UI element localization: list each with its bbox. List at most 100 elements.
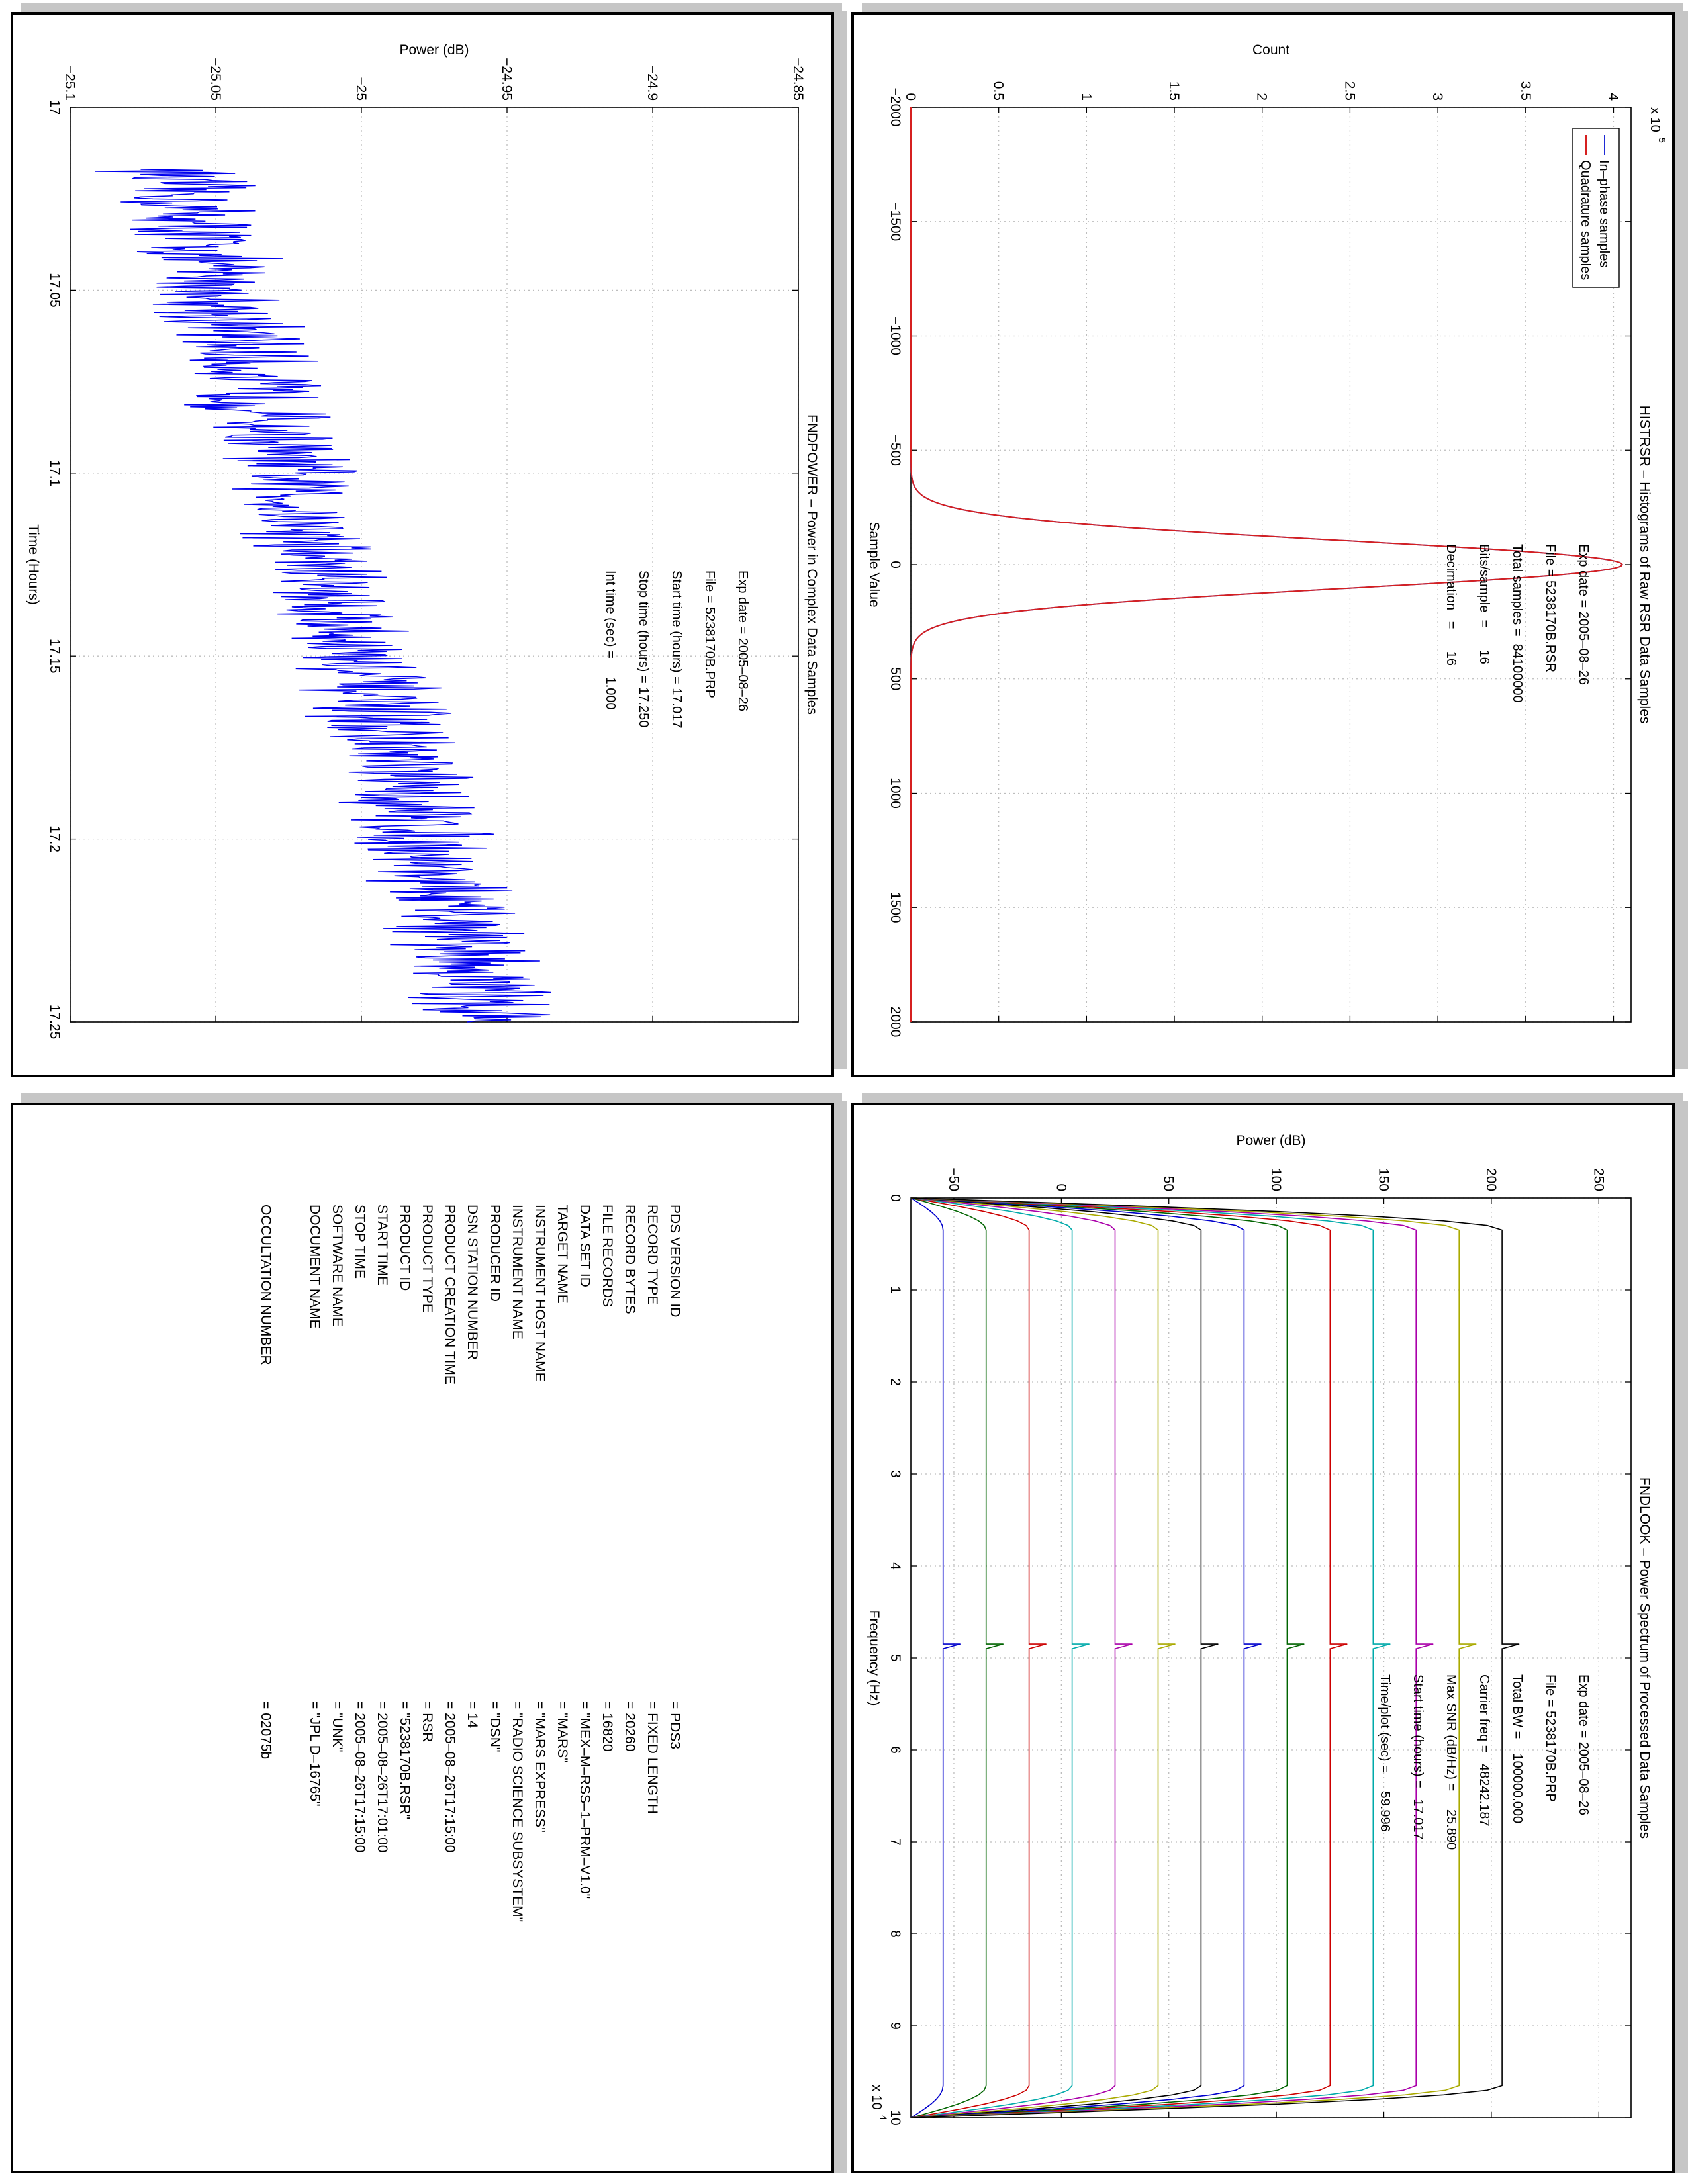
y-tick-label: 100 [1268, 1168, 1284, 1191]
x-tick-label: 4 [888, 1562, 903, 1570]
histogram-series-1 [910, 107, 1623, 1022]
exponent-power: 5 [1657, 138, 1667, 143]
fndlook-chart: 0 1 2 3 4 5 6 7 8 9 10 −50 0 50 100 150 200 250 FNDLOOK – … [867, 1133, 1652, 2126]
y-tick-label: 3.5 [1518, 81, 1533, 101]
label-key: OCCULTATION NUMBER [258, 1205, 273, 1365]
exponent-label: x 10 [869, 2085, 884, 2110]
annotation-line: File = 5238170B.PRP [702, 570, 717, 698]
y-axis-label: Power (dB) [399, 42, 469, 58]
label-value: = "MEX–M–RSS–1–PRM–V1.0" [577, 1701, 592, 1899]
label-value: = "JPL D–16765" [307, 1701, 322, 1807]
x-tick-label: 7 [888, 1838, 903, 1846]
fndlook-panel: 0 1 2 3 4 5 6 7 8 9 10 −50 0 50 100 150 200 250 FNDLOOK – … [851, 1103, 1675, 2173]
annotation-line: Total samples = 84100000 [1510, 544, 1524, 703]
spectrum-series-5 [910, 1197, 1176, 2118]
x-tick-label: −2000 [888, 88, 903, 127]
label-key: PDS VERSION ID [667, 1205, 682, 1318]
x-tick-label: 17.15 [47, 639, 62, 674]
label-key: PRODUCT ID [397, 1205, 412, 1291]
y-tick-label: 3 [1430, 93, 1445, 101]
label-value: = 16820 [600, 1701, 615, 1752]
label-value: = 2005–08–26T17:15:00 [352, 1701, 367, 1853]
annotation-line: Time/plot (sec) = 59.996 [1378, 1674, 1392, 1832]
spectrum-series-0 [910, 1197, 961, 2118]
label-value: = "MARS EXPRESS" [532, 1701, 547, 1833]
label-value: = "RADIO SCIENCE SUBSYSTEM" [510, 1701, 525, 1923]
x-tick-label: −1500 [888, 202, 903, 241]
label-key: TARGET NAME [555, 1205, 570, 1304]
annotation-line: Exp date = 2005–08–26 [735, 570, 750, 711]
label-value: = 2005–08–26T17:15:00 [442, 1701, 457, 1853]
label-value: = 02075b [258, 1701, 273, 1760]
annotation-line: Start time (hours) = 17.017 [1411, 1674, 1425, 1840]
y-axis-label: Power (dB) [1236, 1133, 1305, 1148]
label-value: = PDS3 [667, 1701, 682, 1749]
y-tick-label: −24.9 [645, 66, 660, 101]
annotation-line: Max SNR (dB/Hz) = 25.890 [1444, 1674, 1458, 1850]
y-tick-label: −24.85 [790, 58, 806, 101]
x-tick-label: 1500 [888, 892, 903, 923]
y-tick-label: 50 [1161, 1176, 1176, 1191]
fndpower-chart: 17 17.05 17.1 17.15 17.2 17.25 −25.1 −25.05 −25 −… [26, 42, 820, 1040]
spectrum-series-13 [910, 1197, 1520, 2118]
spectrum-series-11 [910, 1197, 1434, 2118]
legend-label: Quadrature samples [1578, 160, 1593, 280]
spectrum-series-6 [910, 1197, 1219, 2118]
histrsr-chart: −2000 −1500 −1000 −500 0 500 1000 1500 2000 0 0.5 1… [867, 42, 1667, 1038]
spectrum-series-4 [910, 1197, 1133, 2118]
y-tick-label: 0.5 [991, 81, 1006, 101]
y-tick-label: −24.95 [499, 58, 514, 101]
spectrum-series-3 [910, 1197, 1090, 2118]
y-tick-label: 150 [1376, 1168, 1391, 1191]
x-tick-label: 17 [47, 99, 62, 114]
plot-frame [910, 107, 1632, 1023]
legend-box [1572, 128, 1620, 288]
annotation-line: Int time (sec) = 1.000 [603, 570, 618, 710]
spectrum-series-12 [910, 1197, 1477, 2118]
annotation-line: Decimation = 16 [1444, 544, 1458, 666]
label-key: DSN STATION NUMBER [465, 1205, 480, 1360]
annotation-line: File = 5238170B.RSR [1543, 544, 1558, 672]
x-tick-label: 8 [888, 1930, 903, 1938]
y-tick-label: 0 [903, 93, 918, 101]
spectrum-series-7 [910, 1197, 1262, 2118]
x-tick-label: −500 [888, 435, 903, 466]
y-tick-label: −25.05 [208, 58, 223, 101]
x-tick-label: 0 [888, 1194, 903, 1202]
label-key: INSTRUMENT HOST NAME [532, 1205, 547, 1382]
label-value: = "5238170B.RSR" [397, 1701, 412, 1819]
x-axis-label: Time (Hours) [26, 524, 41, 605]
x-tick-label: 17.25 [47, 1005, 62, 1040]
y-tick-label: 0 [1053, 1183, 1068, 1191]
x-axis-label: Sample Value [867, 522, 882, 607]
x-tick-label: 6 [888, 1746, 903, 1754]
label-value: = 14 [465, 1701, 480, 1729]
legend-label: In–phase samples [1597, 160, 1611, 267]
label-key: RECORD BYTES [622, 1205, 637, 1314]
fndpower-panel: 17 17.05 17.1 17.15 17.2 17.25 −25.1 −25.05 −25 −… [11, 12, 834, 1077]
label-table: PDS VERSION ID = PDS3 RECORD TYPE = FIXED L… [13, 1105, 831, 2171]
histrsr-panel: −2000 −1500 −1000 −500 0 500 1000 1500 2000 0 0.5 1… [851, 12, 1675, 1077]
annotation-line: File = 5238170B.PRP [1543, 1674, 1558, 1802]
label-value: = 2005–08–26T17:01:00 [375, 1701, 390, 1853]
x-tick-label: 2000 [888, 1007, 903, 1038]
annotation-line: Carrier freq = 48242.187 [1477, 1674, 1491, 1827]
plot-frame [70, 107, 799, 1023]
label-value: = RSR [420, 1701, 435, 1743]
y-tick-label: 200 [1483, 1168, 1499, 1191]
x-tick-label: 500 [888, 667, 903, 690]
x-tick-label: 10 [888, 2110, 903, 2125]
x-tick-label: 3 [888, 1470, 903, 1478]
spectrum-series-9 [910, 1197, 1348, 2118]
exponent-label: x 10 [1648, 107, 1662, 132]
x-tick-label: 9 [888, 2022, 903, 2030]
label-value: = 20260 [622, 1701, 637, 1752]
label-value: = "MARS" [555, 1701, 570, 1763]
label-key: RECORD TYPE [645, 1205, 660, 1305]
exponent-power: 4 [878, 2115, 889, 2120]
y-tick-label: −25 [353, 77, 369, 101]
annotation-line: Exp date = 2005–08–26 [1576, 544, 1591, 685]
x-tick-label: 0 [888, 561, 903, 569]
label-key: DOCUMENT NAME [307, 1205, 322, 1329]
x-tick-label: 17.05 [47, 273, 62, 308]
